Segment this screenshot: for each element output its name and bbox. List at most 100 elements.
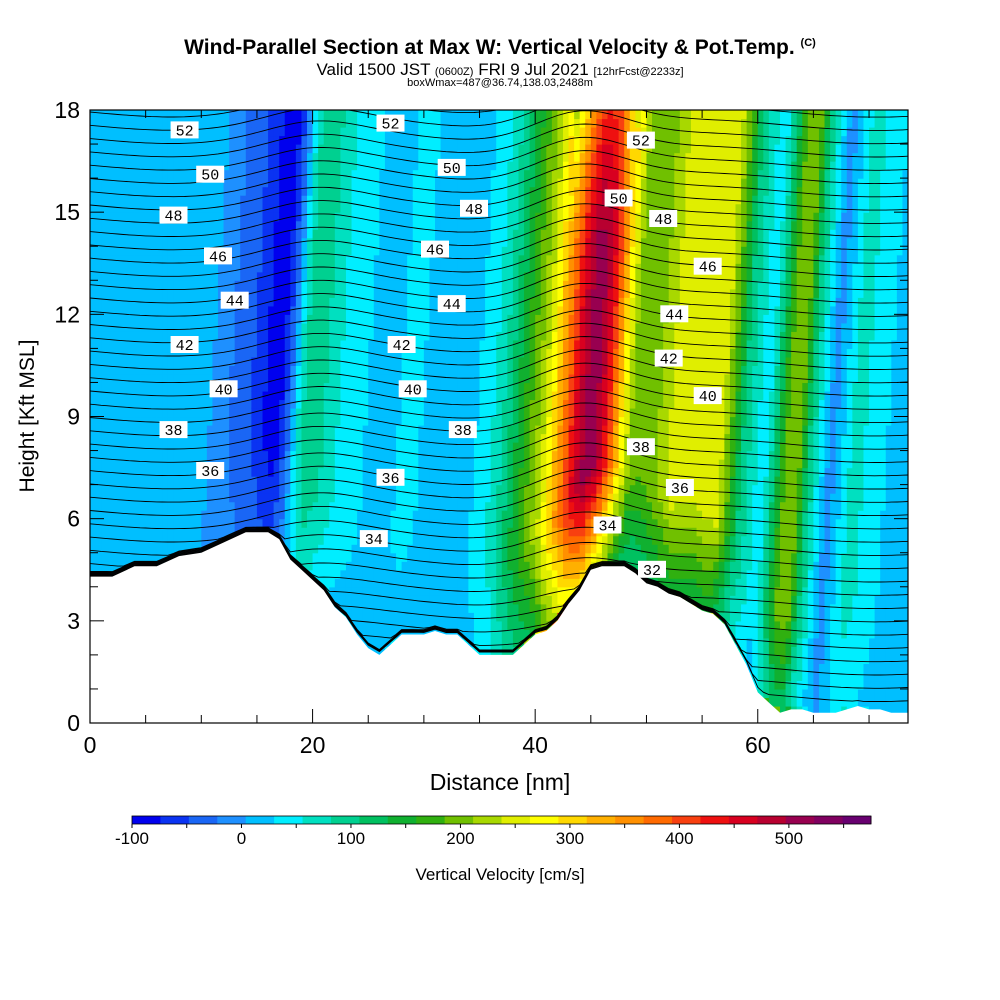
velocity-cell [156, 544, 163, 554]
velocity-cell [429, 229, 436, 239]
velocity-cell [423, 135, 431, 145]
utc-time: (0600Z) [434, 66, 474, 78]
velocity-cell [290, 527, 297, 537]
velocity-cell [151, 527, 158, 537]
velocity-cell [95, 169, 102, 179]
velocity-cell [307, 484, 314, 494]
velocity-cell [357, 544, 364, 554]
velocity-cell [140, 535, 147, 545]
velocity-cell [334, 339, 341, 349]
velocity-cell [273, 493, 280, 503]
velocity-cell [240, 501, 247, 511]
velocity-cell [446, 195, 453, 205]
velocity-cell [462, 237, 469, 247]
velocity-cell [201, 152, 208, 162]
velocity-cell [301, 399, 308, 409]
velocity-cell [357, 339, 364, 349]
velocity-cell [167, 161, 175, 171]
velocity-cell [435, 178, 442, 188]
velocity-cell [156, 169, 163, 179]
velocity-cell [279, 118, 286, 128]
velocity-cell [301, 365, 308, 375]
velocity-cell [329, 237, 336, 247]
velocity-cell [173, 365, 180, 375]
velocity-cell [345, 518, 353, 528]
velocity-cell [423, 348, 431, 358]
velocity-cell [284, 433, 291, 443]
velocity-cell [446, 314, 453, 324]
velocity-cell [407, 561, 414, 571]
velocity-cell [106, 314, 113, 324]
velocity-cell [162, 510, 169, 520]
velocity-cell [284, 118, 291, 128]
velocity-cell [206, 144, 214, 154]
velocity-cell [206, 186, 214, 196]
velocity-cell [423, 510, 431, 520]
velocity-cell [223, 442, 230, 452]
velocity-cell [217, 425, 225, 435]
velocity-cell [162, 331, 169, 341]
velocity-cell [112, 425, 119, 435]
velocity-cell [112, 152, 119, 162]
velocity-cell [162, 535, 169, 545]
velocity-cell [373, 484, 380, 494]
velocity-cell [451, 135, 458, 145]
velocity-cell [240, 254, 247, 264]
velocity-cell [468, 144, 475, 154]
velocity-cell [451, 195, 458, 205]
velocity-cell [262, 178, 269, 188]
velocity-cell [134, 118, 141, 128]
velocity-cell [173, 331, 180, 341]
velocity-cell [173, 178, 180, 188]
velocity-cell [384, 629, 392, 639]
velocity-cell [201, 280, 208, 290]
velocity-cell [223, 450, 230, 460]
velocity-cell [223, 356, 230, 367]
velocity-cell [190, 229, 197, 239]
velocity-cell [334, 484, 341, 494]
velocity-cell [268, 254, 275, 264]
velocity-cell [435, 501, 442, 511]
velocity-cell [95, 510, 102, 520]
velocity-cell [179, 459, 186, 469]
velocity-cell [206, 373, 214, 384]
velocity-cell [229, 442, 236, 452]
velocity-cell [106, 161, 113, 171]
velocity-cell [290, 118, 297, 128]
velocity-cell [162, 544, 169, 554]
velocity-cell [101, 212, 108, 222]
velocity-cell [90, 407, 97, 418]
velocity-cell [423, 195, 431, 205]
velocity-cell [251, 399, 258, 409]
velocity-cell [256, 246, 264, 256]
velocity-cell [368, 484, 375, 494]
velocity-cell [229, 195, 236, 205]
velocity-cell [229, 314, 236, 324]
velocity-cell [334, 331, 341, 341]
velocity-cell [212, 271, 219, 281]
velocity-cell [295, 305, 303, 315]
velocity-cell [446, 144, 453, 154]
velocity-cell [384, 288, 392, 298]
velocity-cell [357, 254, 364, 264]
velocity-cell [412, 603, 419, 613]
velocity-cell [423, 373, 431, 384]
velocity-cell [256, 280, 264, 290]
velocity-cell [256, 195, 264, 205]
velocity-cell [106, 390, 113, 401]
velocity-cell [379, 314, 386, 324]
velocity-cell [95, 390, 102, 401]
velocity-cell [307, 476, 314, 486]
velocity-cell [201, 118, 208, 128]
velocity-cell [334, 425, 341, 435]
velocity-cell [145, 237, 152, 247]
chart-subtitle: Valid 1500 JST (0600Z) FRI 9 Jul 2021 [1… [0, 60, 1000, 80]
velocity-cell [345, 407, 353, 418]
velocity-cell [256, 433, 264, 443]
velocity-cell [468, 186, 475, 196]
velocity-cell [451, 339, 458, 349]
velocity-cell [473, 629, 481, 639]
velocity-cell [206, 305, 214, 315]
velocity-cell [462, 339, 469, 349]
velocity-cell [418, 407, 425, 418]
